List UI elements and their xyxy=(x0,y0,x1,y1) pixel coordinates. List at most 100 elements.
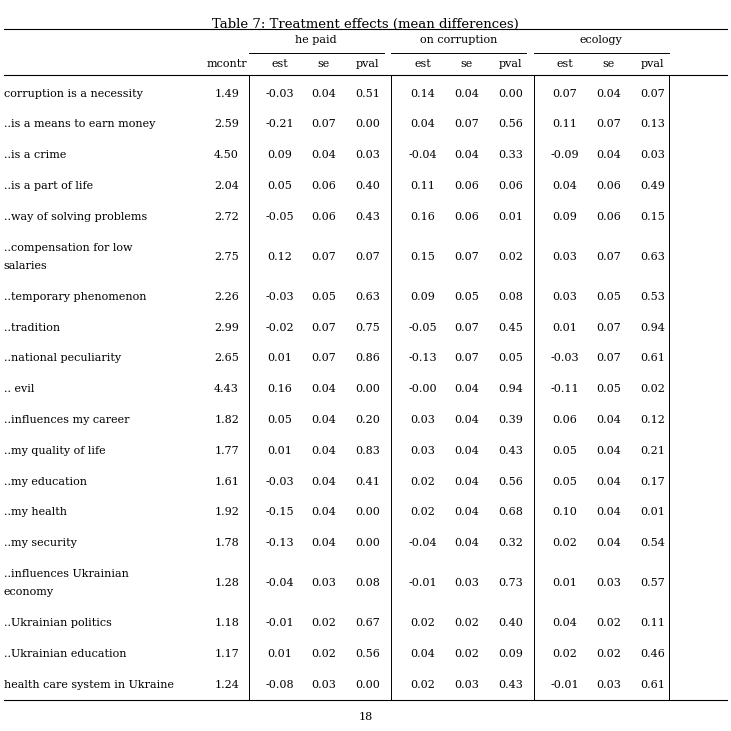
Text: 0.03: 0.03 xyxy=(596,680,621,690)
Text: 0.07: 0.07 xyxy=(311,252,336,262)
Text: 0.01: 0.01 xyxy=(553,322,577,333)
Text: 0.03: 0.03 xyxy=(454,680,479,690)
Text: 0.03: 0.03 xyxy=(553,252,577,262)
Text: 2.26: 2.26 xyxy=(214,292,239,302)
Text: 0.07: 0.07 xyxy=(454,354,479,363)
Text: 0.09: 0.09 xyxy=(553,212,577,221)
Text: 0.75: 0.75 xyxy=(355,322,380,333)
Text: 0.01: 0.01 xyxy=(268,446,292,456)
Text: 0.07: 0.07 xyxy=(311,119,336,129)
Text: 0.06: 0.06 xyxy=(311,212,336,221)
Text: 0.02: 0.02 xyxy=(640,385,665,394)
Text: 0.06: 0.06 xyxy=(596,212,621,221)
Text: economy: economy xyxy=(4,587,54,597)
Text: 0.00: 0.00 xyxy=(355,680,380,690)
Text: 0.03: 0.03 xyxy=(410,446,435,456)
Text: -0.01: -0.01 xyxy=(408,578,437,588)
Text: -0.00: -0.00 xyxy=(408,385,437,394)
Text: 0.04: 0.04 xyxy=(311,446,336,456)
Text: 0.02: 0.02 xyxy=(596,649,621,659)
Text: 18: 18 xyxy=(358,712,373,722)
Text: -0.21: -0.21 xyxy=(265,119,295,129)
Text: ..my security: ..my security xyxy=(4,538,77,548)
Text: 0.01: 0.01 xyxy=(268,649,292,659)
Text: 0.94: 0.94 xyxy=(640,322,665,333)
Text: 0.04: 0.04 xyxy=(596,477,621,487)
Text: pval: pval xyxy=(356,59,379,69)
Text: 0.05: 0.05 xyxy=(268,415,292,425)
Text: 0.07: 0.07 xyxy=(596,322,621,333)
Text: 0.00: 0.00 xyxy=(355,507,380,518)
Text: 0.45: 0.45 xyxy=(498,322,523,333)
Text: 0.20: 0.20 xyxy=(355,415,380,425)
Text: 0.02: 0.02 xyxy=(596,618,621,629)
Text: 0.63: 0.63 xyxy=(355,292,380,302)
Text: 0.07: 0.07 xyxy=(454,322,479,333)
Text: 0.02: 0.02 xyxy=(553,538,577,548)
Text: 0.07: 0.07 xyxy=(454,252,479,262)
Text: he paid: he paid xyxy=(295,35,337,45)
Text: -0.11: -0.11 xyxy=(550,385,580,394)
Text: 0.02: 0.02 xyxy=(410,680,435,690)
Text: 0.04: 0.04 xyxy=(454,446,479,456)
Text: 0.43: 0.43 xyxy=(498,446,523,456)
Text: 0.02: 0.02 xyxy=(553,649,577,659)
Text: 0.15: 0.15 xyxy=(640,212,665,221)
Text: 0.01: 0.01 xyxy=(268,354,292,363)
Text: 0.04: 0.04 xyxy=(311,538,336,548)
Text: 2.65: 2.65 xyxy=(214,354,239,363)
Text: 0.04: 0.04 xyxy=(454,415,479,425)
Text: 0.02: 0.02 xyxy=(311,649,336,659)
Text: .. evil: .. evil xyxy=(4,385,34,394)
Text: 0.16: 0.16 xyxy=(410,212,435,221)
Text: 0.04: 0.04 xyxy=(311,88,336,99)
Text: 0.06: 0.06 xyxy=(553,415,577,425)
Text: 1.61: 1.61 xyxy=(214,477,239,487)
Text: 0.02: 0.02 xyxy=(454,649,479,659)
Text: ..is a crime: ..is a crime xyxy=(4,150,66,160)
Text: 0.43: 0.43 xyxy=(498,680,523,690)
Text: 0.04: 0.04 xyxy=(596,88,621,99)
Text: 0.04: 0.04 xyxy=(596,538,621,548)
Text: 0.07: 0.07 xyxy=(311,322,336,333)
Text: 0.07: 0.07 xyxy=(596,119,621,129)
Text: 0.07: 0.07 xyxy=(454,119,479,129)
Text: 0.40: 0.40 xyxy=(498,618,523,629)
Text: 0.61: 0.61 xyxy=(640,354,665,363)
Text: -0.03: -0.03 xyxy=(265,88,295,99)
Text: -0.02: -0.02 xyxy=(265,322,295,333)
Text: 0.04: 0.04 xyxy=(596,415,621,425)
Text: 0.05: 0.05 xyxy=(596,292,621,302)
Text: 0.11: 0.11 xyxy=(553,119,577,129)
Text: 0.04: 0.04 xyxy=(311,150,336,160)
Text: 0.54: 0.54 xyxy=(640,538,665,548)
Text: 1.17: 1.17 xyxy=(214,649,239,659)
Text: ..my education: ..my education xyxy=(4,477,87,487)
Text: ..is a part of life: ..is a part of life xyxy=(4,181,93,191)
Text: ..national peculiarity: ..national peculiarity xyxy=(4,354,121,363)
Text: 0.01: 0.01 xyxy=(640,507,665,518)
Text: 0.11: 0.11 xyxy=(410,181,435,191)
Text: 0.43: 0.43 xyxy=(355,212,380,221)
Text: 1.24: 1.24 xyxy=(214,680,239,690)
Text: 0.04: 0.04 xyxy=(553,618,577,629)
Text: on corruption: on corruption xyxy=(420,35,497,45)
Text: 4.50: 4.50 xyxy=(214,150,239,160)
Text: 1.82: 1.82 xyxy=(214,415,239,425)
Text: 0.03: 0.03 xyxy=(454,578,479,588)
Text: 0.94: 0.94 xyxy=(498,385,523,394)
Text: 0.14: 0.14 xyxy=(410,88,435,99)
Text: 0.03: 0.03 xyxy=(311,578,336,588)
Text: 0.02: 0.02 xyxy=(410,507,435,518)
Text: 0.03: 0.03 xyxy=(640,150,665,160)
Text: 0.05: 0.05 xyxy=(553,477,577,487)
Text: 0.04: 0.04 xyxy=(454,477,479,487)
Text: -0.05: -0.05 xyxy=(408,322,437,333)
Text: -0.13: -0.13 xyxy=(408,354,437,363)
Text: 1.18: 1.18 xyxy=(214,618,239,629)
Text: -0.04: -0.04 xyxy=(408,538,437,548)
Text: -0.03: -0.03 xyxy=(265,292,295,302)
Text: 0.07: 0.07 xyxy=(553,88,577,99)
Text: 0.73: 0.73 xyxy=(498,578,523,588)
Text: ..tradition: ..tradition xyxy=(4,322,60,333)
